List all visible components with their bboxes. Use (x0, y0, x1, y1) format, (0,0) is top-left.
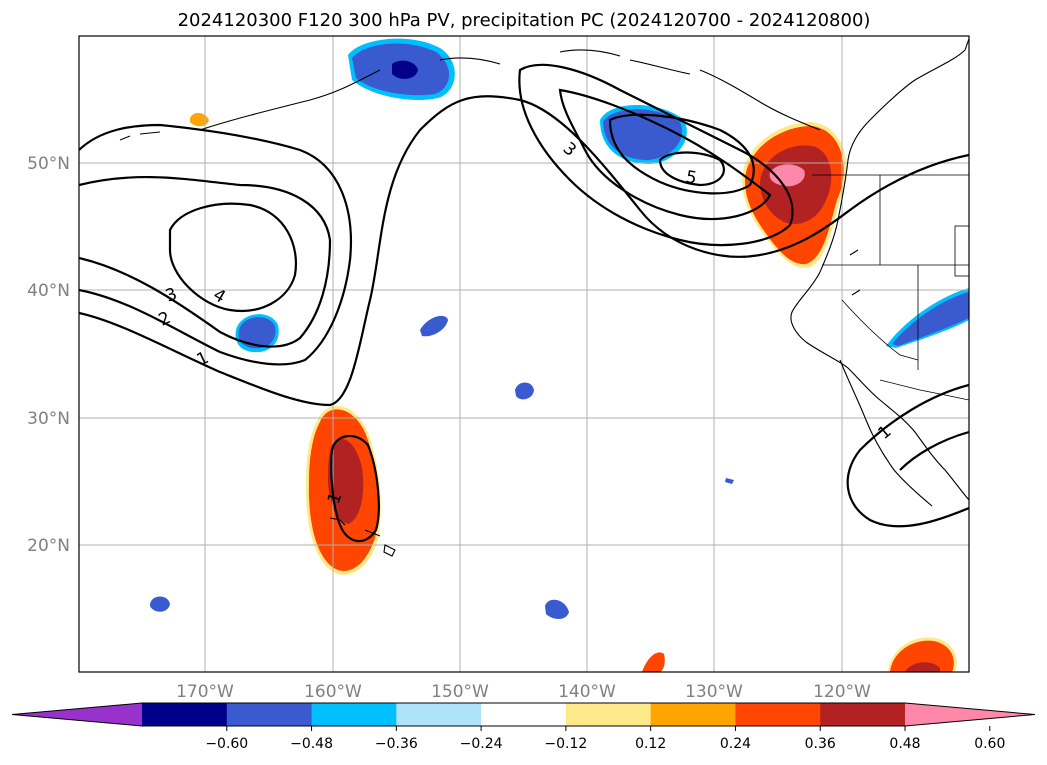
colorbar-segment (226, 703, 313, 726)
figure-title: 2024120300 F120 300 hPa PV, precipitatio… (178, 10, 871, 31)
colorbar-tick-label: 0.12 (635, 736, 666, 752)
colorbar-tick-label: 0.36 (805, 736, 836, 752)
contour-label: 5 (684, 167, 698, 189)
latitude-labels: 50°N 40°N 30°N 20°N (27, 154, 70, 556)
lat-label: 30°N (27, 409, 70, 429)
lon-label: 150°W (431, 682, 489, 702)
colorbar-extend-low (12, 703, 142, 726)
colorbar-segment (142, 703, 228, 726)
colorbar-segment (396, 703, 482, 726)
lon-label: 140°W (558, 682, 616, 702)
colorbar-segment (650, 703, 736, 726)
colorbar-tick-label: 0.48 (889, 736, 920, 752)
colorbar: −0.60 −0.48 −0.36 −0.24 −0.12 0.12 0.24 0.36 0.4… (11, 702, 1036, 752)
lon-label: 120°W (813, 682, 871, 702)
colorbar-segment (481, 703, 567, 726)
lon-label: 160°W (304, 682, 362, 702)
colorbar-segment (311, 703, 397, 726)
lat-label: 40°N (27, 281, 70, 301)
colorbar-segment (565, 703, 652, 726)
colorbar-tick-label: −0.60 (205, 736, 248, 752)
colorbar-tick-label: 0.60 (974, 736, 1005, 752)
lon-label: 170°W (176, 682, 234, 702)
pv-contours (79, 63, 969, 543)
map-frame (78, 35, 970, 673)
gridlines (79, 36, 969, 672)
colorbar-extend-high (905, 703, 1035, 726)
lat-label: 50°N (27, 154, 70, 174)
lon-label: 130°W (685, 682, 743, 702)
colorbar-tick-label: −0.48 (290, 736, 333, 752)
colorbar-segment (735, 703, 821, 726)
colorbar-segment (820, 703, 906, 726)
coastlines (119, 37, 969, 557)
colorbar-tick-label: −0.12 (544, 736, 587, 752)
lat-label: 20°N (27, 536, 70, 556)
colorbar-outline (11, 702, 1036, 727)
precipitation-shading (150, 38, 969, 672)
colorbar-tick-label: −0.36 (375, 736, 418, 752)
colorbar-tick-label: −0.24 (460, 736, 503, 752)
colorbar-tick-label: 0.24 (720, 736, 751, 752)
longitude-labels: 170°W 160°W 150°W 140°W 130°W 120°W (176, 682, 871, 702)
